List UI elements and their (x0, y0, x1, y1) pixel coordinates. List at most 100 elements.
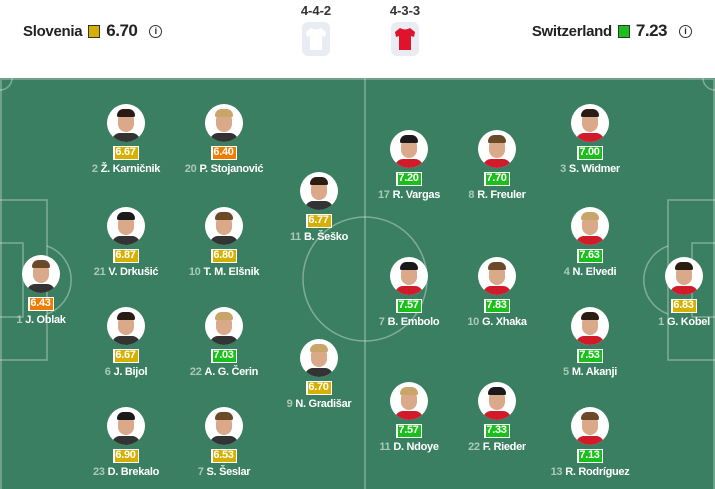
player-name-line: 10 T. M. Elšnik (169, 266, 279, 278)
player-name: N. Gradišar (295, 398, 352, 410)
player-card[interactable]: 7.13 13 R. Rodríguez (535, 407, 645, 478)
player-name: D. Ndoye (393, 441, 439, 453)
home-shirt[interactable] (302, 22, 330, 56)
player-card[interactable]: 7.33 22 F. Rieder (442, 382, 552, 453)
player-rating: 7.13 (577, 449, 603, 463)
player-name-line: 7 B. Embolo (354, 316, 464, 328)
player-rating: 7.83 (484, 299, 510, 313)
player-photo (390, 382, 428, 420)
player-card[interactable]: 6.83 1 G. Kobel (629, 257, 715, 328)
player-card[interactable]: 7.63 4 N. Elvedi (535, 207, 645, 278)
player-name: S. Šeslar (206, 466, 251, 478)
player-photo (571, 407, 609, 445)
player-card[interactable]: 6.67 6 J. Bijol (71, 307, 181, 378)
player-name-line: 8 R. Freuler (442, 189, 552, 201)
player-rating: 6.83 (671, 299, 697, 313)
player-name-line: 22 F. Rieder (442, 441, 552, 453)
player-number: 2 (91, 163, 98, 175)
player-number: 3 (560, 163, 566, 175)
player-number: 5 (562, 366, 569, 378)
player-photo (478, 382, 516, 420)
player-card[interactable]: 6.53 7 S. Šeslar (169, 407, 279, 478)
player-photo (300, 339, 338, 377)
player-rating: 6.67 (113, 146, 139, 160)
player-name: F. Rieder (482, 441, 526, 453)
player-name: N. Elvedi (572, 266, 617, 278)
match-header: Slovenia 6.70 i 4-4-2 4-3-3 Switzerland … (0, 0, 715, 78)
player-rating: 7.53 (577, 349, 603, 363)
player-name: Ž. Karničnik (100, 163, 161, 175)
player-card[interactable]: 7.03 22 A. G. Čerin (169, 307, 279, 378)
player-card[interactable]: 7.53 5 M. Akanji (535, 307, 645, 378)
away-team-rating: 7.23 (635, 21, 668, 40)
player-name: D. Brekalo (107, 466, 160, 478)
away-team: Switzerland 7.23 i (532, 21, 692, 41)
player-photo (390, 257, 428, 295)
player-name-line: 21 V. Drkušić (71, 266, 181, 278)
player-name: G. Xhaka (481, 316, 527, 328)
player-card[interactable]: 7.70 8 R. Freuler (442, 130, 552, 201)
player-name: R. Vargas (392, 189, 441, 201)
player-rating: 6.87 (113, 249, 139, 263)
player-number: 17 (377, 189, 390, 201)
player-card[interactable]: 7.57 7 B. Embolo (354, 257, 464, 328)
away-shirt[interactable] (391, 22, 419, 56)
player-rating: 6.40 (211, 146, 237, 160)
player-name: R. Freuler (477, 189, 526, 201)
player-card[interactable]: 6.40 20 P. Stojanović (169, 104, 279, 175)
player-card[interactable]: 6.43 1 J. Oblak (0, 255, 96, 326)
player-card[interactable]: 7.20 17 R. Vargas (354, 130, 464, 201)
player-card[interactable]: 6.67 2 Ž. Karničnik (71, 104, 181, 175)
player-name-line: 4 N. Elvedi (535, 266, 645, 278)
player-number: 22 (468, 441, 480, 453)
player-rating: 7.20 (396, 172, 422, 186)
player-card[interactable]: 6.90 23 D. Brekalo (71, 407, 181, 478)
player-rating: 6.43 (28, 297, 54, 311)
player-name-line: 17 R. Vargas (354, 189, 464, 201)
info-icon[interactable]: i (679, 24, 692, 38)
player-name: S. Widmer (568, 163, 620, 175)
player-card[interactable]: 6.70 9 N. Gradišar (264, 339, 374, 410)
player-number: 9 (286, 398, 293, 410)
player-name: P. Stojanović (199, 163, 264, 175)
player-name-line: 13 R. Rodríguez (535, 466, 645, 478)
player-photo (107, 207, 145, 245)
player-number: 21 (93, 266, 106, 278)
player-name: B. Šeško (303, 231, 349, 243)
player-photo (478, 257, 516, 295)
player-photo (571, 207, 609, 245)
player-name-line: 6 J. Bijol (71, 366, 181, 378)
away-team-name: Switzerland (531, 22, 612, 40)
player-name: R. Rodríguez (565, 466, 630, 478)
player-number: 10 (188, 266, 201, 278)
player-name-line: 7 S. Šeslar (169, 466, 279, 478)
player-number: 8 (468, 189, 475, 201)
player-number: 4 (563, 266, 570, 278)
player-card[interactable]: 6.80 10 T. M. Elšnik (169, 207, 279, 278)
player-photo (107, 104, 145, 142)
player-photo (571, 104, 609, 142)
player-name: J. Bijol (113, 366, 148, 378)
player-name: G. Kobel (667, 316, 710, 328)
player-number: 1 (658, 316, 664, 328)
player-photo (205, 207, 243, 245)
player-card[interactable]: 7.00 3 S. Widmer (535, 104, 645, 175)
player-rating: 6.90 (113, 449, 139, 463)
player-rating: 6.80 (211, 249, 237, 263)
player-number: 11 (379, 441, 391, 453)
player-name-line: 23 D. Brekalo (71, 466, 181, 478)
player-rating: 7.57 (396, 299, 422, 313)
player-rating: 7.70 (484, 172, 510, 186)
player-card[interactable]: 6.77 11 B. Šeško (264, 172, 374, 243)
player-rating: 7.57 (396, 424, 422, 438)
home-formation: 4-4-2 (300, 3, 332, 18)
player-card[interactable]: 7.83 10 G. Xhaka (442, 257, 552, 328)
player-name-line: 1 G. Kobel (629, 316, 715, 328)
player-photo (107, 407, 145, 445)
player-name-line: 11 D. Ndoye (354, 441, 464, 453)
player-name: B. Embolo (387, 316, 440, 328)
player-card[interactable]: 7.57 11 D. Ndoye (354, 382, 464, 453)
player-number: 23 (92, 466, 105, 478)
info-icon[interactable]: i (149, 24, 163, 38)
player-card[interactable]: 6.87 21 V. Drkušić (71, 207, 181, 278)
